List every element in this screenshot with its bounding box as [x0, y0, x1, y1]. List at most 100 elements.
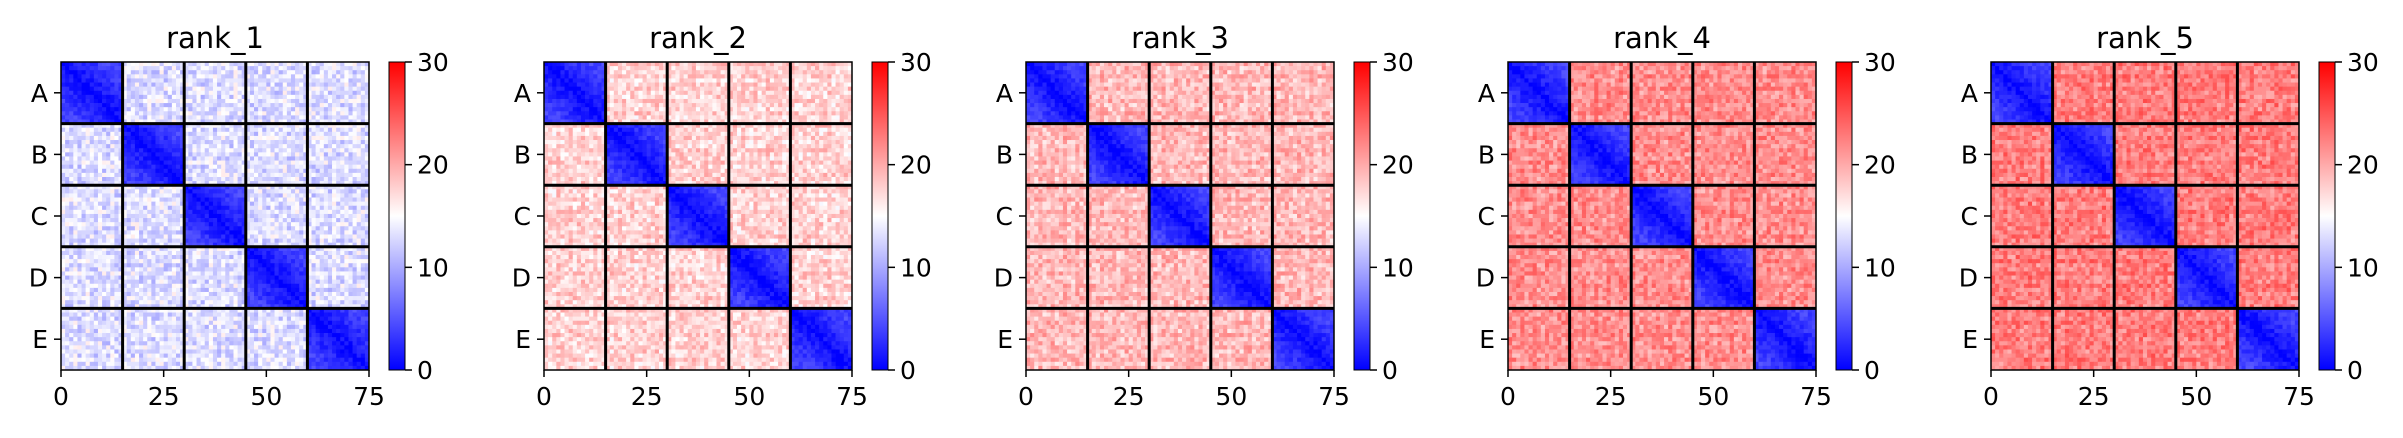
heatmap-cell — [291, 198, 295, 202]
heatmap-cell — [217, 329, 221, 333]
heatmap-cell — [213, 222, 217, 226]
heatmap-cell — [143, 263, 147, 267]
heatmap-cell — [312, 276, 316, 280]
heatmap-cell — [262, 103, 266, 107]
heatmap-cell — [77, 222, 81, 226]
heatmap-cell — [151, 152, 155, 156]
heatmap-cell — [164, 333, 168, 337]
heatmap-cell — [233, 156, 237, 160]
heatmap-cell — [168, 214, 172, 218]
heatmap-cell — [287, 83, 291, 87]
heatmap-cell — [361, 78, 365, 82]
heatmap-cell — [114, 165, 118, 169]
heatmap-cell — [336, 66, 340, 70]
heatmap-cell — [348, 136, 352, 140]
heatmap-cell — [127, 313, 131, 317]
heatmap-cell — [213, 148, 217, 152]
heatmap-cell — [217, 165, 221, 169]
heatmap-cell — [238, 329, 242, 333]
heatmap-cell — [205, 206, 209, 210]
heatmap-cell — [77, 140, 81, 144]
heatmap-cell — [266, 66, 270, 70]
heatmap-cell — [192, 95, 196, 99]
heatmap-cell — [102, 99, 106, 103]
heatmap-cell — [217, 234, 221, 238]
heatmap-cell — [65, 210, 69, 214]
heatmap-cell — [221, 111, 225, 115]
heatmap-cell — [238, 165, 242, 169]
heatmap-cell — [348, 140, 352, 144]
heatmap-cell — [312, 267, 316, 271]
heatmap-cell — [357, 271, 361, 275]
heatmap-cell — [86, 74, 90, 78]
heatmap-cell — [332, 296, 336, 300]
heatmap-cell — [94, 226, 98, 230]
heatmap-cell — [328, 251, 332, 255]
heatmap-cell — [131, 74, 135, 78]
heatmap-cell — [213, 206, 217, 210]
heatmap-cell — [238, 288, 242, 292]
heatmap-cell — [65, 140, 69, 144]
heatmap-cell — [361, 156, 365, 160]
heatmap-cell — [324, 210, 328, 214]
heatmap-cell — [217, 198, 221, 202]
heatmap-cell — [316, 103, 320, 107]
heatmap-cell — [90, 292, 94, 296]
heatmap-cell — [160, 214, 164, 218]
heatmap-cell — [94, 239, 98, 243]
heatmap-cell — [262, 288, 266, 292]
heatmap-cell — [250, 263, 254, 267]
heatmap-cell — [266, 263, 270, 267]
heatmap-cell — [275, 99, 279, 103]
heatmap-cell — [344, 111, 348, 115]
heatmap-cell — [114, 239, 118, 243]
heatmap-cell — [254, 74, 258, 78]
heatmap-cell — [197, 103, 201, 107]
heatmap-cell — [270, 222, 274, 226]
heatmap-cell — [139, 107, 143, 111]
heatmap-cell — [73, 152, 77, 156]
heatmap-cell — [316, 91, 320, 95]
heatmap-cell — [155, 70, 159, 74]
heatmap-cell — [275, 206, 279, 210]
heatmap-cell — [86, 107, 90, 111]
heatmap-cell — [316, 156, 320, 160]
heatmap-cell — [225, 234, 229, 238]
heatmap-cell — [217, 255, 221, 259]
heatmap-cell — [192, 296, 196, 300]
heatmap-cells — [61, 62, 369, 370]
heatmap-cell — [340, 91, 344, 95]
heatmap-cell — [258, 173, 262, 177]
heatmap-cell — [270, 78, 274, 82]
heatmap-cell — [262, 111, 266, 115]
heatmap-cell — [164, 284, 168, 288]
heatmap-cell — [201, 210, 205, 214]
heatmap-cell — [155, 300, 159, 304]
heatmap-cell — [73, 140, 77, 144]
heatmap-cell — [348, 202, 352, 206]
heatmap-cell — [254, 144, 258, 148]
heatmap-cell — [213, 74, 217, 78]
heatmap-cell — [361, 99, 365, 103]
heatmap-cell — [361, 259, 365, 263]
heatmap-cell — [65, 193, 69, 197]
heatmap-cell — [250, 296, 254, 300]
heatmap-cell — [135, 234, 139, 238]
heatmap-cell — [192, 313, 196, 317]
heatmap-cell — [279, 107, 283, 111]
heatmap-cell — [312, 111, 316, 115]
heatmap-cell — [143, 230, 147, 234]
heatmap-cell — [86, 136, 90, 140]
heatmap-cell — [336, 271, 340, 275]
heatmap-cell — [295, 99, 299, 103]
heatmap-cell — [262, 78, 266, 82]
heatmap-cell — [192, 263, 196, 267]
heatmap-cell — [332, 325, 336, 329]
heatmap-cell — [205, 317, 209, 321]
heatmap-cell — [357, 259, 361, 263]
heatmap-cell — [320, 83, 324, 87]
heatmap-cell — [209, 251, 213, 255]
heatmap-cell — [233, 296, 237, 300]
heatmap-cell — [90, 193, 94, 197]
heatmap-cell — [283, 255, 287, 259]
